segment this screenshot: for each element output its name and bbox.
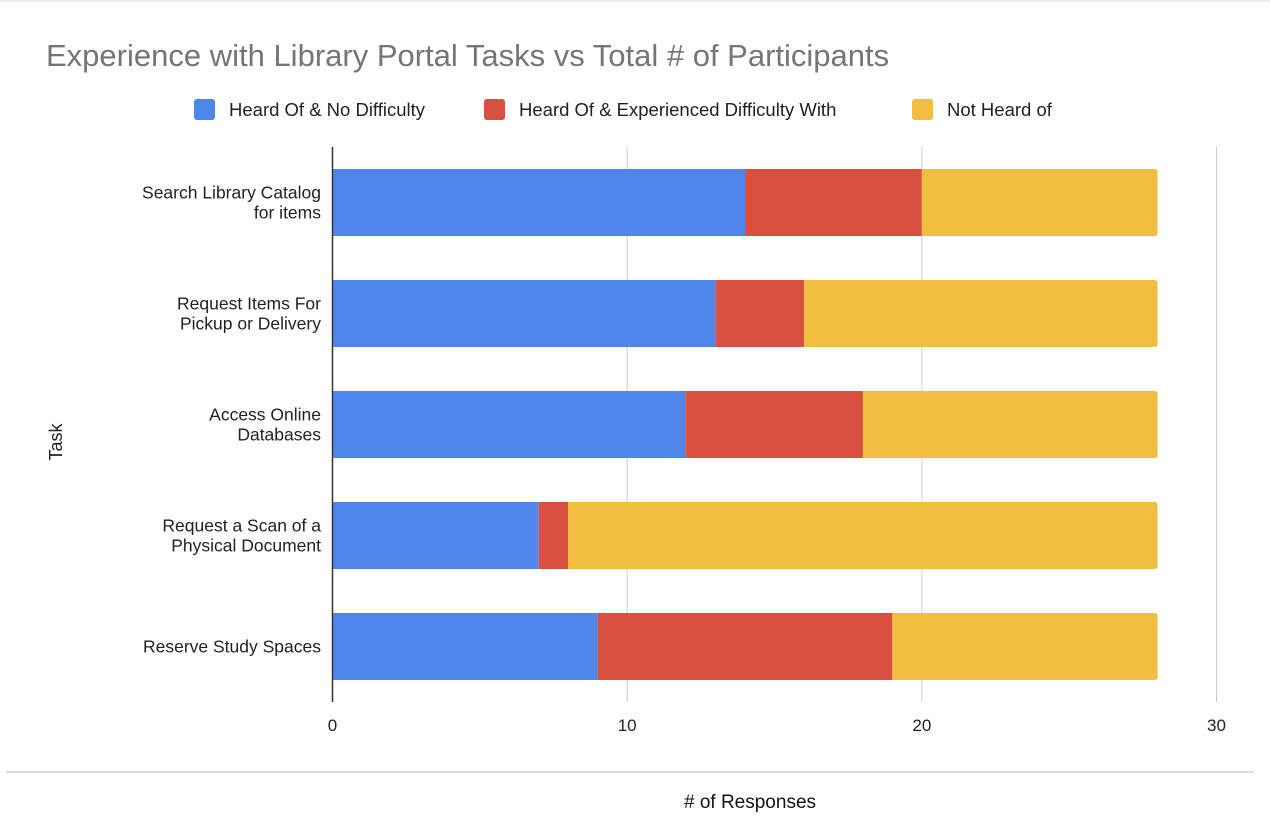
bar-segment bbox=[332, 280, 716, 347]
legend-label: Not Heard of bbox=[947, 99, 1053, 120]
bar-segment bbox=[803, 280, 1158, 347]
bar-segment bbox=[892, 613, 1158, 680]
legend-swatch bbox=[912, 99, 933, 120]
bar-segment bbox=[332, 502, 539, 569]
chart-title: Experience with Library Portal Tasks vs … bbox=[46, 38, 889, 73]
legend-swatch bbox=[484, 99, 505, 120]
legend-label: Heard Of & No Difficulty bbox=[229, 99, 426, 120]
legend-label: Heard Of & Experienced Difficulty With bbox=[519, 99, 836, 120]
bar-segment bbox=[538, 502, 569, 569]
legend-swatch bbox=[194, 99, 215, 120]
y-axis-label: Task bbox=[46, 422, 66, 460]
category-label: Request a Scan of a bbox=[162, 516, 321, 536]
x-tick-label: 30 bbox=[1207, 716, 1226, 735]
bar-segment bbox=[921, 169, 1158, 236]
bar-segment bbox=[332, 391, 687, 458]
bars bbox=[332, 169, 1158, 680]
bar-segment bbox=[597, 613, 893, 680]
x-tick-label: 10 bbox=[618, 716, 637, 735]
category-label: for items bbox=[254, 203, 321, 223]
bar-segment bbox=[745, 169, 922, 236]
category-label: Reserve Study Spaces bbox=[143, 637, 321, 657]
bar-segment bbox=[332, 613, 598, 680]
bar-segment bbox=[686, 391, 863, 458]
x-tick-labels: 0 10 20 30 bbox=[328, 716, 1226, 735]
bar-segment bbox=[862, 391, 1158, 458]
category-label: Access Online bbox=[209, 405, 321, 425]
x-tick-label: 0 bbox=[328, 716, 337, 735]
category-label: Databases bbox=[237, 425, 321, 445]
bar-segment bbox=[568, 502, 1158, 569]
bar-segment bbox=[715, 280, 804, 347]
legend: Heard Of & No Difficulty Heard Of & Exper… bbox=[194, 99, 1053, 120]
category-label: Pickup or Delivery bbox=[180, 314, 321, 334]
category-label: Search Library Catalog bbox=[142, 183, 321, 203]
x-tick-label: 20 bbox=[912, 716, 931, 735]
x-axis-label: # of Responses bbox=[684, 792, 816, 813]
category-label: Request Items For bbox=[177, 294, 321, 314]
bar-segment bbox=[332, 169, 746, 236]
category-label: Physical Document bbox=[171, 536, 321, 556]
